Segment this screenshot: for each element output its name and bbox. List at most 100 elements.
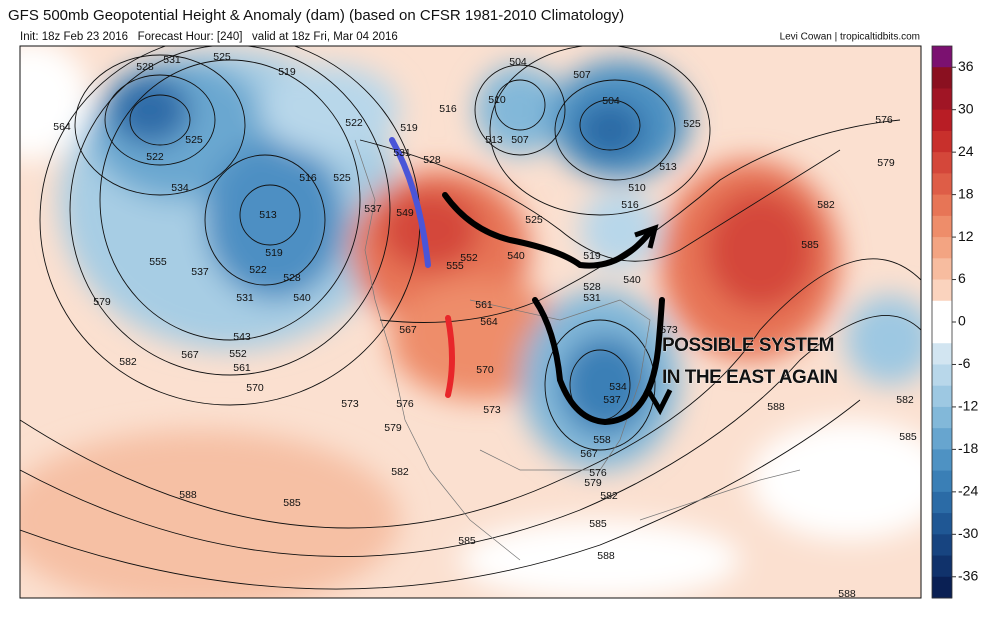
colorbar: 36 30 24 18 12 6 0 -6 -12 -18 -24 -30 -36: [931, 45, 978, 599]
colorbar-segment: [932, 555, 952, 578]
contour-label: 540: [507, 250, 525, 262]
contour-label: 516: [299, 172, 317, 184]
contour-label: 522: [249, 264, 267, 276]
contour-label: 573: [483, 404, 501, 416]
colorbar-segment: [932, 279, 952, 302]
contour-label: 525: [333, 172, 351, 184]
contour-label: 576: [396, 398, 414, 410]
contour-label: 579: [877, 157, 895, 169]
contour-label: 561: [233, 362, 251, 374]
contour-label: 582: [896, 394, 914, 406]
colorbar-segment: [932, 343, 952, 365]
contour-label: 513: [259, 209, 277, 221]
contour-label: 510: [488, 94, 506, 106]
contour-label: 588: [838, 588, 856, 600]
contour-label: 507: [511, 134, 529, 146]
contour-label: 537: [603, 394, 621, 406]
colorbar-segment: [932, 173, 952, 196]
contour-label: 564: [53, 121, 71, 133]
contour-label: 519: [278, 66, 296, 78]
contour-label: 543: [233, 331, 251, 343]
contour-label: 567: [580, 448, 598, 460]
contour-label: 537: [364, 203, 382, 215]
colorbar-tick-label: 0: [958, 313, 966, 329]
contour-label: 552: [460, 252, 478, 264]
colorbar-segment: [932, 449, 952, 472]
contour-label: 504: [509, 56, 527, 68]
contour-label: 507: [573, 69, 591, 81]
contour-label: 513: [485, 134, 503, 146]
colorbar-segment: [932, 109, 952, 132]
contour-label: 522: [345, 117, 363, 129]
colorbar-tick-label: -30: [958, 525, 978, 541]
contour-label: 585: [801, 239, 819, 251]
colorbar-segment: [932, 385, 952, 408]
contour-label: 528: [283, 272, 301, 284]
arrow-path: [532, 297, 665, 426]
contour-label: 570: [246, 382, 264, 394]
colorbar-segment: [932, 88, 952, 111]
contour-label: 552: [229, 348, 247, 360]
contour-label: 549: [396, 207, 414, 219]
colorbar-tick-label: -18: [958, 440, 978, 456]
contour-label: 579: [93, 296, 111, 308]
arrow-path: [442, 192, 653, 269]
contour-label: 567: [181, 349, 199, 361]
colorbar-segment: [932, 300, 952, 323]
contour-label: 531: [393, 147, 411, 159]
contour-label: 540: [293, 292, 311, 304]
contour-label: 588: [179, 489, 197, 501]
colorbar-segment: [932, 130, 952, 153]
contour-label: 588: [767, 401, 785, 413]
contour-label: 558: [593, 434, 611, 446]
contour-label: 531: [236, 292, 254, 304]
anomaly-shading: [20, 46, 921, 598]
contour-label: 537: [191, 266, 209, 278]
annotation: POSSIBLE SYSTEM: [662, 335, 834, 356]
colorbar-tick-label: 18: [958, 185, 974, 201]
colorbar-segment: [932, 152, 952, 174]
contour-label: 579: [584, 477, 602, 489]
contour-label: 528: [136, 61, 154, 73]
colorbar-segment: [932, 237, 952, 259]
contour-label: 573: [341, 398, 359, 410]
contour-label: 531: [583, 292, 601, 304]
colorbar-tick-label: 24: [958, 143, 974, 159]
title: GFS 500mb Geopotential Height & Anomaly …: [8, 7, 624, 24]
contour-label: 504: [602, 95, 620, 107]
colorbar-segment: [932, 322, 952, 344]
contour-label: 567: [399, 324, 417, 336]
contour-label: 570: [476, 364, 494, 376]
contour-label: 540: [623, 274, 641, 286]
colorbar-segment: [932, 428, 952, 450]
contour-label: 510: [628, 182, 646, 194]
contour-label: 582: [391, 466, 409, 478]
contour-label: 534: [171, 182, 189, 194]
red-marker: [445, 315, 455, 398]
colorbar-segment: [932, 364, 952, 387]
colorbar-segment: [932, 534, 952, 557]
contour-label: 534: [609, 381, 627, 393]
init-line: Init: 18z Feb 23 2016 Forecast Hour: [24…: [20, 31, 398, 43]
contour-label: 525: [185, 134, 203, 146]
colorbar-tick-label: -6: [958, 355, 971, 371]
contour-label: 582: [817, 199, 835, 211]
colorbar-tick-label: 12: [958, 228, 974, 244]
contour-label: 525: [525, 214, 543, 226]
colorbar-tick-label: -12: [958, 398, 978, 414]
colorbar-segment: [932, 194, 952, 217]
colorbar-segment: [932, 67, 952, 89]
colorbar-segment: [932, 576, 952, 599]
arrow-head: [634, 224, 659, 249]
contour-label: 576: [875, 114, 893, 126]
contour-label: 513: [659, 161, 677, 173]
contour-label: 564: [480, 316, 498, 328]
colorbar-tick-label: -36: [958, 567, 978, 583]
contour-label: 588: [597, 550, 615, 562]
contour-label: 582: [600, 490, 618, 502]
annotation: IN THE EAST AGAIN: [662, 367, 838, 388]
contour-label: 576: [589, 467, 607, 479]
